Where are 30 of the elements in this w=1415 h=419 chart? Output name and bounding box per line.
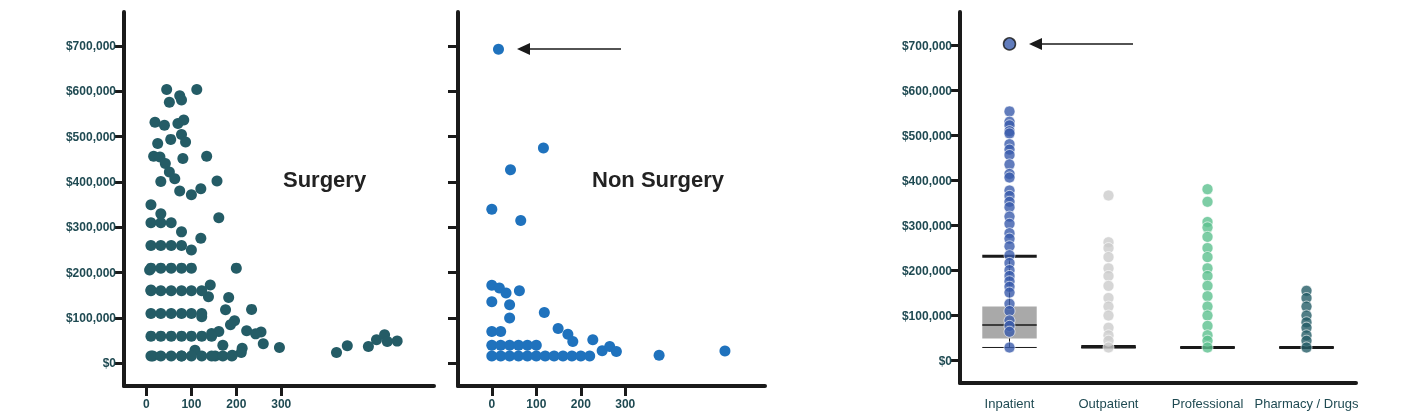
x-tick-label: 0: [488, 397, 496, 411]
y-tick-label: $200,000: [901, 263, 953, 278]
y-tick-label: $400,000: [901, 173, 953, 188]
x-tick-label: 300: [271, 397, 292, 411]
x-tick-label: 300: [615, 397, 636, 411]
x-tick-label: Professional: [1171, 396, 1244, 411]
text: Non Surgery: [592, 166, 725, 192]
y-tick-label: $400,000: [65, 175, 117, 189]
y-tick-label: $0: [938, 353, 953, 368]
y-tick-label: $500,000: [65, 129, 117, 144]
x-tick-label: 200: [226, 397, 247, 411]
x-tick-label: Pharmacy / Drugs: [1254, 396, 1360, 411]
y-tick-label: $600,000: [901, 83, 953, 98]
x-tick-label: 100: [181, 397, 202, 411]
y-tick-label: $500,000: [901, 128, 953, 143]
y-tick-label: $100,000: [901, 308, 953, 323]
x-tick-label: 100: [526, 397, 547, 411]
x-tick-label: Inpatient: [984, 396, 1035, 411]
x-tick-label: 0: [143, 397, 151, 411]
x-tick-label: Outpatient: [1078, 396, 1139, 411]
y-tick-label: $300,000: [901, 218, 953, 233]
text: Surgery: [283, 166, 367, 192]
y-tick-label: $700,000: [65, 39, 117, 53]
y-tick-label: $200,000: [65, 265, 117, 280]
y-tick-label: $700,000: [901, 38, 953, 53]
y-tick-label: $0: [102, 356, 117, 371]
y-tick-label: $300,000: [65, 220, 117, 235]
y-tick-label: $100,000: [65, 311, 117, 325]
y-tick-label: $600,000: [65, 84, 117, 99]
x-tick-label: 200: [570, 397, 592, 411]
